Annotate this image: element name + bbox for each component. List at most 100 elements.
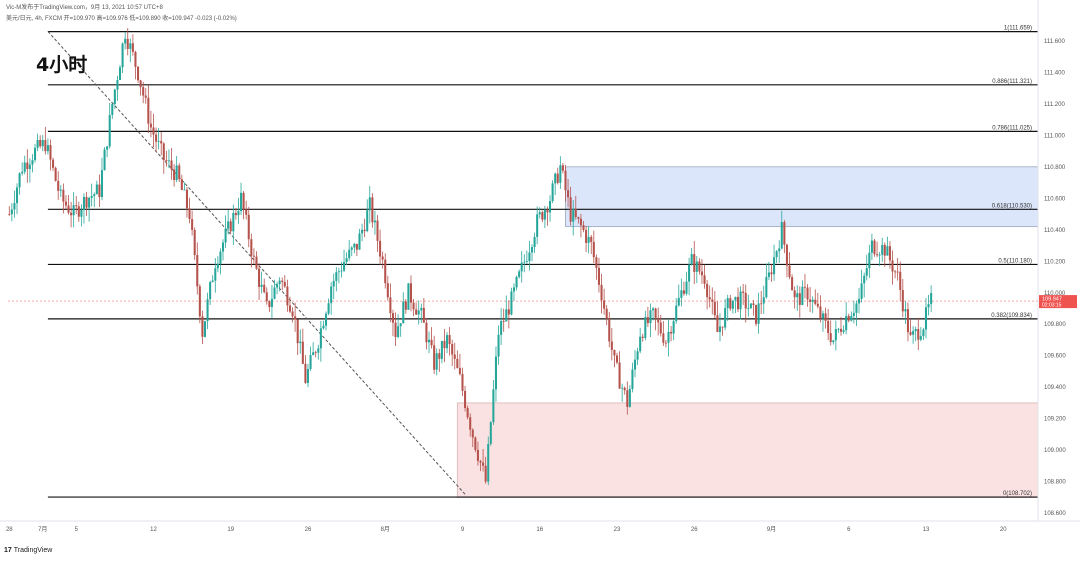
x-tick-label: 9月	[767, 526, 776, 533]
candle-body	[317, 348, 320, 353]
candle-body	[927, 304, 930, 308]
candle-body	[708, 297, 711, 300]
fib-level-label: 0.886(111.321)	[992, 79, 1032, 85]
fib-level-label: 1(111.659)	[1004, 26, 1032, 32]
y-tick-label: 108.800	[1044, 480, 1066, 486]
candle-body	[394, 322, 397, 338]
candle-body	[711, 299, 714, 302]
candle-body	[340, 270, 343, 272]
candle-body	[757, 303, 760, 324]
candle-body	[28, 164, 31, 170]
candle-body	[260, 284, 263, 287]
candle-body	[458, 367, 461, 374]
candle-body	[31, 160, 34, 165]
candle-body	[742, 291, 745, 293]
candle-body	[551, 183, 554, 202]
candle-body	[917, 329, 920, 340]
candle-body	[98, 184, 101, 197]
candle-body	[461, 373, 464, 391]
candle-body	[409, 283, 413, 303]
candle-body	[165, 160, 168, 162]
candle-body	[312, 352, 315, 356]
candle-body	[131, 43, 134, 52]
candle-body	[121, 43, 124, 68]
candle-body	[909, 332, 912, 335]
x-tick-label: 12	[150, 527, 157, 533]
y-tick-label: 109.000	[1044, 448, 1066, 454]
candle-body	[644, 317, 647, 338]
candle-body	[894, 271, 897, 273]
candle-body	[343, 262, 346, 271]
x-tick-label: 16	[536, 527, 543, 533]
candle-body	[188, 208, 191, 220]
candle-body	[355, 243, 358, 250]
x-tick-label: 13	[923, 527, 930, 533]
candle-body	[111, 103, 114, 115]
y-tick-label: 111.000	[1044, 133, 1065, 139]
y-tick-label: 109.800	[1044, 322, 1066, 328]
candle-body	[446, 335, 449, 349]
candle-body	[288, 305, 291, 312]
candle-body	[914, 329, 917, 332]
candle-body	[688, 264, 691, 282]
candle-body	[613, 349, 616, 356]
candle-body	[670, 331, 673, 334]
candle-body	[829, 333, 832, 343]
candle-body	[152, 127, 155, 135]
candle-body	[80, 209, 83, 217]
candle-body	[904, 309, 907, 312]
candle-body	[363, 229, 366, 232]
candle-body	[654, 308, 657, 318]
candle-body	[90, 195, 93, 198]
candle-body	[227, 221, 230, 229]
candle-body	[863, 275, 866, 284]
candle-body	[319, 328, 322, 349]
candle-body	[610, 341, 613, 350]
candle-body	[85, 196, 88, 208]
candle-body	[592, 241, 595, 258]
candle-body	[713, 301, 716, 316]
candle-body	[726, 298, 729, 309]
candle-body	[690, 254, 693, 265]
tradingview-logo[interactable]: 17 TradingView	[4, 547, 52, 554]
candle-body	[482, 462, 485, 466]
x-tick-label: 26	[305, 527, 312, 533]
x-tick-label: 26	[691, 527, 698, 533]
candle-body	[237, 211, 240, 216]
candle-body	[747, 308, 750, 310]
candle-body	[353, 243, 356, 248]
candle-body	[18, 173, 21, 188]
candle-body	[628, 389, 631, 407]
candle-body	[479, 460, 482, 463]
candle-body	[134, 51, 137, 67]
candle-body	[471, 429, 474, 438]
candle-body	[384, 259, 387, 284]
candle-body	[543, 209, 546, 220]
candle-body	[327, 303, 330, 314]
x-tick-label: 7月	[38, 526, 47, 533]
candle-body	[314, 352, 317, 354]
candle-body	[662, 333, 665, 343]
candle-body	[814, 299, 817, 304]
candle-body	[433, 345, 436, 370]
candle-body	[358, 233, 361, 250]
candle-body	[466, 408, 469, 418]
candle-body	[399, 323, 402, 327]
candle-body	[505, 309, 508, 322]
candle-body	[837, 328, 840, 330]
candle-body	[605, 308, 608, 319]
x-tick-label: 8月	[381, 526, 390, 533]
candle-body	[500, 321, 503, 335]
candle-body	[422, 307, 425, 323]
candle-body	[203, 321, 207, 337]
candle-body	[924, 307, 928, 330]
candle-body	[415, 309, 418, 315]
candle-body	[912, 331, 915, 335]
candle-body	[178, 165, 181, 180]
candle-body	[827, 320, 830, 334]
candle-body	[541, 212, 544, 220]
candle-body	[536, 214, 539, 237]
candle-body	[268, 301, 271, 308]
